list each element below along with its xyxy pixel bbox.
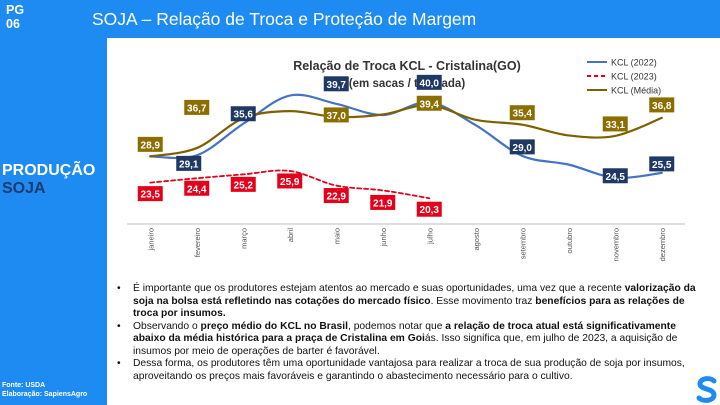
kcl-media-data-label: 33,1 [606,120,626,131]
kcl-media-data-label: 36,8 [652,101,672,112]
x-tick-label: agosto [472,228,481,251]
x-tick-label: abril [286,228,295,243]
kcl-2023-data-label: 25,9 [280,177,300,188]
x-tick-label: junho [379,228,388,247]
kcl-2023-legend-label: KCL (2023) [611,72,657,82]
line-chart: Relação de Troca KCL - Cristalina(GO) (em… [127,58,685,261]
kcl-2022-label-bg [230,106,256,122]
kcl-2023-label-bg [137,186,163,202]
kcl-2023-data-label: 20,3 [420,205,440,216]
x-tick-label: janeiro [146,228,155,252]
kcl-media-line [149,104,663,158]
x-tick-label: maio [332,228,341,244]
kcl-2022-data-label: 25,5 [652,160,672,171]
kcl-2023-data-label: 24,4 [187,184,207,195]
kcl-2022-label-bg [416,74,442,90]
chart-subtitle: (em sacas / tonelada) [349,78,465,90]
kcl-2023-label-bg [277,173,303,189]
bullet-item: • Observando o preço médio do KCL no Bras… [116,321,700,359]
bullet-emphasis: valorização da soja na bolsa está reflet… [133,283,696,307]
bullet-list: • É importante que os produtores estejam … [116,283,700,383]
bullet-text: ás. Isso significa que, em julho de 2023… [133,333,678,357]
bullet-item: • É importante que os produtores estejam … [116,283,700,321]
bullet-text: . Esse movimento traz [430,295,536,307]
kcl-2023-data-label: 21,9 [373,198,393,209]
bullet-text: É importante que os produtores estejam a… [133,283,625,294]
kcl-media-legend-label: KCL (Média) [611,86,661,96]
x-tick-label: julho [425,228,434,245]
kcl-2022-data-label: 39,7 [327,80,347,91]
kcl-2022-data-label: 24,5 [606,172,626,183]
bullet-marker: • [117,320,121,332]
kcl-2023-label-bg [230,176,256,192]
x-tick-label: setembro [518,228,527,259]
x-tick-label: dezembro [658,228,667,261]
section-subtitle: SOJA [2,180,46,197]
kcl-2022-legend-label: KCL (2022) [611,58,657,68]
bullet-marker: • [117,283,121,294]
section-title: PRODUÇÃO [2,162,96,179]
kcl-media-label-bg [184,99,210,115]
kcl-2022-label-bg [176,155,202,171]
kcl-2022-label-bg [323,76,349,92]
page-title: SOJA – Relação de Troca e Proteção de Ma… [92,9,477,29]
x-tick-label: novembro [611,228,620,261]
kcl-media-label-bg [649,97,675,113]
credit-note: Elaboração: SapiensAgro [2,391,88,398]
kcl-2022-data-label: 40,0 [420,78,440,89]
kcl-media-label-bg [323,107,349,123]
page-number: PG 06 [6,3,24,31]
kcl-media-data-label: 37,0 [327,111,347,122]
kcl-2022-data-label: 29,0 [513,143,533,154]
kcl-media-data-label: 28,9 [141,140,161,151]
bullet-emphasis: benefícios para as relações de troca por… [133,295,685,320]
kcl-media-label-bg [137,136,163,152]
kcl-2023-line [149,169,431,200]
kcl-media-data-label: 35,4 [513,109,533,120]
kcl-2023-label-bg [416,201,442,217]
kcl-2022-label-bg [649,156,675,172]
page-tag-number: 06 [6,17,20,31]
x-tick-label: outubro [565,228,574,253]
page-tag-prefix: PG [6,3,25,17]
kcl-2023-data-label: 23,5 [141,190,161,201]
kcl-media-label-bg [509,105,535,121]
kcl-media-data-label: 36,7 [187,103,207,114]
kcl-2022-data-label: 29,1 [179,159,199,170]
bullet-emphasis: a relação de troca atual está significat… [133,320,676,345]
bullet-emphasis: preço médio do KCL no Brasil [200,320,348,332]
bullet-text: Dessa forma, os produtores têm uma oport… [133,358,685,382]
x-tick-label: março [239,228,248,249]
kcl-2023-label-bg [370,194,396,210]
bullet-item: • Dessa forma, os produtores têm uma opor… [116,358,700,383]
kcl-2022-label-bg [509,139,535,155]
kcl-2023-data-label: 22,9 [327,192,347,203]
bullet-marker: • [117,358,121,369]
header-bar: PG 06 SOJA – Relação de Troca e Proteção… [0,0,720,38]
chart-title: Relação de Troca KCL - Cristalina(GO) [293,59,521,73]
kcl-2023-label-bg [323,188,349,204]
kcl-media-label-bg [416,95,442,111]
source-note: Fonte: USDA [2,382,46,389]
kcl-2023-data-label: 25,2 [234,180,254,191]
kcl-2023-label-bg [184,180,210,196]
kcl-2022-data-label: 35,6 [234,110,254,121]
kcl-2022-label-bg [602,168,628,184]
x-tick-label: fevereiro [193,228,202,257]
sidebar [0,38,107,405]
bullet-text: Observando o [133,320,201,332]
kcl-media-data-label: 39,4 [420,99,440,110]
bullet-text: , podemos notar que [347,320,446,332]
kcl-media-label-bg [602,116,628,132]
sapiensagro-logo-icon [696,376,717,403]
